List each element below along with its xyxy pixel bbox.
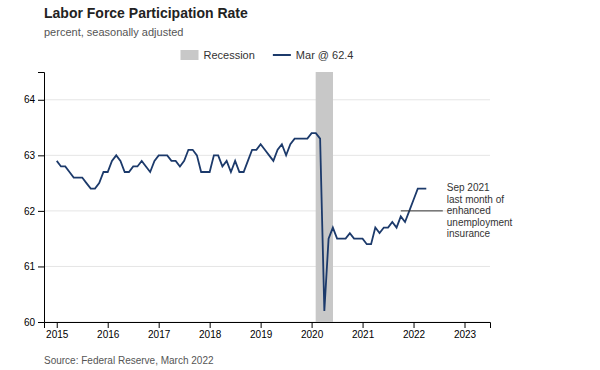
y-tick-label: 61 <box>24 261 36 272</box>
source: Source: Federal Reserve, March 2022 <box>44 355 214 366</box>
x-tick: 2015 <box>46 322 69 340</box>
legend-item: Mar @ 62.4 <box>273 49 354 61</box>
line <box>57 133 427 311</box>
title: Labor Force Participation Rate <box>44 5 248 21</box>
y-tick-mark <box>38 100 44 101</box>
y-tick-mark <box>38 322 44 323</box>
y-tick-label: 63 <box>24 150 36 161</box>
y-tick-label: 64 <box>24 94 36 105</box>
annotation-line: unemployment <box>447 217 513 228</box>
annotation-line: Sep 2021 <box>447 182 490 193</box>
grid-line <box>44 99 490 100</box>
y-tick-label: 60 <box>24 317 36 328</box>
annotation: Sep 2021last month ofenhancedunemploymen… <box>447 182 513 239</box>
x-tick: 2021 <box>352 322 375 340</box>
y-tick-mark <box>38 266 44 267</box>
x-tick-label: 2019 <box>250 329 273 340</box>
y-tick-label: 62 <box>24 206 36 217</box>
x-tick-mark <box>363 322 364 328</box>
grid-line <box>44 210 490 211</box>
grid-line <box>44 155 490 156</box>
y-tick: 63 <box>24 150 44 161</box>
grid <box>44 100 490 322</box>
x-tick: 2019 <box>250 322 273 340</box>
plot: 2015 2016 2017 2018 2019 2020 2021 2022 2023 60 61… <box>24 72 513 340</box>
y-tick: 62 <box>24 206 44 217</box>
subtitle: percent, seasonally adjusted <box>44 26 183 38</box>
x-tick-mark <box>312 322 313 328</box>
legend-label: Mar @ 62.4 <box>296 49 354 61</box>
y-tick: 64 <box>24 94 44 105</box>
y-axis-line <box>38 73 45 323</box>
x-tick-label: 2018 <box>199 329 222 340</box>
x-tick: 2017 <box>148 322 171 340</box>
legend-item: Recession <box>181 49 255 61</box>
annotation-connector <box>401 210 443 211</box>
x-tick-mark <box>57 322 58 328</box>
legend-swatch <box>181 50 199 60</box>
x-axis: 2015 2016 2017 2018 2019 2020 2021 2022 2023 <box>45 322 491 340</box>
x-tick-label: 2015 <box>46 329 69 340</box>
x-tick: 2023 <box>454 322 477 340</box>
x-tick-label: 2023 <box>454 329 477 340</box>
legend-label: Recession <box>204 49 255 61</box>
x-tick: 2022 <box>403 322 426 340</box>
legend: Recession Mar @ 62.4 <box>181 49 354 61</box>
annotation-line: last month of <box>447 194 504 205</box>
x-tick-mark <box>414 322 415 328</box>
grid-line <box>44 266 490 267</box>
x-tick: 2020 <box>301 322 324 340</box>
x-tick-mark <box>108 322 109 328</box>
x-tick-label: 2021 <box>352 329 375 340</box>
y-tick-mark <box>38 155 44 156</box>
x-tick: 2016 <box>97 322 120 340</box>
x-tick-label: 2020 <box>301 329 324 340</box>
x-tick-mark <box>210 322 211 328</box>
x-tick-label: 2022 <box>403 329 426 340</box>
x-tick-mark <box>261 322 262 328</box>
marks <box>57 72 427 322</box>
legend-swatch <box>273 54 291 56</box>
y-tick: 60 <box>24 317 44 328</box>
y-axis: 60 61 62 63 64 <box>24 73 45 328</box>
x-tick-label: 2016 <box>97 329 120 340</box>
x-tick-mark <box>465 322 466 328</box>
x-tick-mark <box>159 322 160 328</box>
annotation-line: enhanced <box>447 205 491 216</box>
chart: Labor Force Participation Rate percent, s… <box>0 0 600 370</box>
y-tick: 61 <box>24 261 44 272</box>
annotation-line: insurance <box>447 228 491 239</box>
x-tick-label: 2017 <box>148 329 171 340</box>
y-tick-mark <box>38 211 44 212</box>
x-axis-line <box>45 323 491 329</box>
x-tick: 2018 <box>199 322 222 340</box>
